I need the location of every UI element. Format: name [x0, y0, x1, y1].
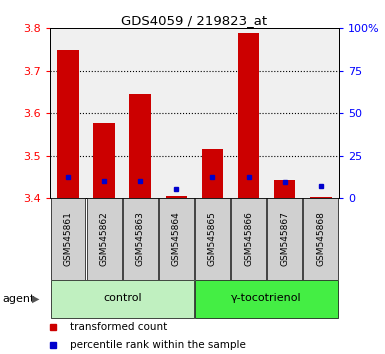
Bar: [274, 180, 296, 198]
Bar: [195, 198, 230, 280]
Bar: [94, 122, 115, 198]
Text: GSM545867: GSM545867: [280, 211, 289, 267]
Text: GSM545863: GSM545863: [136, 211, 145, 267]
Bar: [195, 280, 338, 318]
Title: GDS4059 / 219823_at: GDS4059 / 219823_at: [121, 14, 268, 27]
Bar: [267, 198, 302, 280]
Bar: [166, 196, 187, 198]
Text: GSM545866: GSM545866: [244, 211, 253, 267]
Text: GSM545865: GSM545865: [208, 211, 217, 267]
Text: γ-tocotrienol: γ-tocotrienol: [231, 293, 302, 303]
Text: GSM545868: GSM545868: [316, 211, 325, 267]
Bar: [57, 50, 79, 198]
Bar: [202, 149, 223, 198]
Bar: [238, 33, 259, 198]
Text: GSM545864: GSM545864: [172, 212, 181, 266]
Bar: [51, 198, 85, 280]
Text: transformed count: transformed count: [70, 322, 167, 332]
Bar: [123, 198, 157, 280]
Text: percentile rank within the sample: percentile rank within the sample: [70, 340, 246, 350]
Bar: [51, 280, 194, 318]
Bar: [303, 198, 338, 280]
Bar: [310, 196, 331, 198]
Text: ▶: ▶: [32, 294, 39, 304]
Text: GSM545862: GSM545862: [100, 212, 109, 266]
Bar: [87, 198, 122, 280]
Bar: [159, 198, 194, 280]
Bar: [129, 94, 151, 198]
Text: agent: agent: [2, 294, 34, 304]
Bar: [231, 198, 266, 280]
Text: control: control: [103, 293, 142, 303]
Text: GSM545861: GSM545861: [64, 211, 73, 267]
